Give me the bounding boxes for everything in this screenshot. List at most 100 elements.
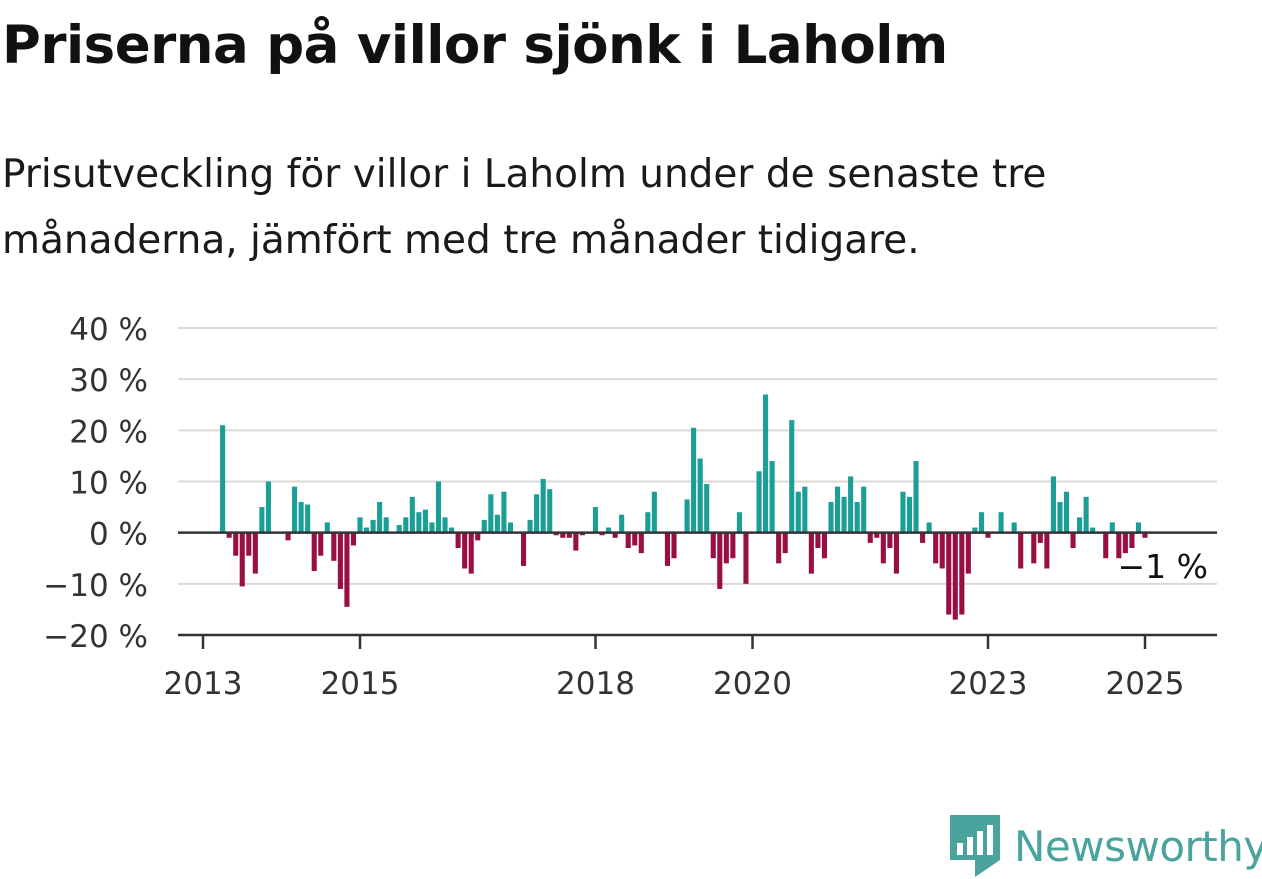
y-tick-label: 0 % [89, 517, 148, 553]
bar [998, 512, 1004, 533]
bar [959, 532, 965, 615]
y-tick-label: 30 % [69, 363, 148, 399]
bar [717, 532, 723, 589]
bar [488, 494, 494, 533]
x-tick-label: 2023 [949, 666, 1028, 702]
bar [1090, 527, 1096, 533]
bar [383, 517, 389, 533]
x-tick-label: 2015 [321, 666, 400, 702]
chart-title: Priserna på villor sjönk i Laholm [2, 15, 948, 76]
bar [1077, 517, 1083, 533]
bar [769, 461, 775, 533]
bar [632, 532, 638, 546]
bar [292, 486, 298, 533]
bar [736, 512, 742, 533]
bar [867, 532, 873, 543]
bar [1122, 532, 1128, 554]
bar [422, 509, 428, 533]
bar [619, 514, 625, 533]
bar [226, 532, 232, 538]
bar [651, 491, 657, 533]
bar [560, 532, 566, 538]
gridlines [178, 327, 1217, 585]
bar [645, 512, 651, 533]
bar [671, 532, 677, 559]
bar [547, 489, 553, 533]
bar [606, 527, 612, 533]
brand-name: Newsworthy [1014, 821, 1262, 871]
bar [305, 504, 311, 533]
brand-logo: Newsworthy [950, 815, 1262, 877]
bar [756, 471, 762, 533]
bar [344, 532, 350, 607]
bar [252, 532, 258, 574]
bar [501, 491, 507, 533]
bar [972, 527, 978, 533]
last-value-label: −1 % [1118, 547, 1209, 586]
y-tick-label: −10 % [43, 568, 148, 604]
bar [638, 532, 644, 554]
bar [449, 527, 455, 533]
bar [265, 481, 271, 533]
x-tick-label: 2020 [713, 666, 792, 702]
newsworthy-logo-icon [950, 815, 1000, 877]
bar [1129, 532, 1135, 549]
bar [920, 532, 926, 543]
bar [599, 532, 605, 536]
bar [527, 519, 533, 533]
bar [978, 512, 985, 533]
bar [540, 478, 546, 533]
bar-chart: 40 % 30 % 20 % 10 % 0 % −10 % −20 % 2013 2015 20… [43, 312, 1217, 702]
y-tick-label: −20 % [43, 619, 148, 655]
bar [893, 532, 899, 574]
x-tick-label: 2013 [164, 666, 243, 702]
bar [455, 532, 461, 549]
bar [1031, 532, 1037, 564]
bar [900, 491, 906, 533]
bar [357, 517, 363, 533]
bar [475, 532, 481, 541]
bar [625, 532, 631, 549]
bar [233, 532, 239, 556]
bar [710, 532, 716, 559]
bar [494, 514, 500, 533]
bar [874, 532, 880, 538]
bar [396, 524, 402, 533]
bar [821, 532, 828, 559]
bar [409, 496, 415, 533]
y-tick-label: 20 % [69, 414, 148, 450]
bar [462, 532, 468, 569]
bar [612, 532, 618, 538]
bar [311, 532, 317, 572]
bar [442, 517, 448, 533]
bar [337, 532, 343, 589]
bar [468, 532, 474, 574]
bar [481, 519, 487, 533]
bar [1083, 496, 1089, 533]
bar [318, 532, 324, 556]
bar [684, 499, 690, 533]
bar [965, 532, 971, 574]
bar [259, 507, 265, 533]
bar [1135, 522, 1142, 533]
x-axis-ticks: 2013 2015 2018 2020 2023 2025 [164, 635, 1184, 702]
bar [723, 532, 729, 564]
bar [1109, 522, 1115, 533]
y-tick-label: 40 % [69, 312, 148, 348]
bar [377, 501, 383, 533]
bar [324, 522, 330, 533]
bar [933, 532, 939, 564]
bar [913, 461, 919, 533]
bar [429, 522, 435, 533]
bar [298, 501, 304, 533]
bar [906, 496, 913, 533]
bar [350, 532, 357, 546]
bar [985, 532, 991, 538]
bar [802, 486, 808, 533]
bars [220, 394, 1148, 620]
bar [782, 532, 788, 554]
bar [1116, 532, 1122, 559]
bar [573, 532, 579, 551]
y-tick-label: 10 % [69, 466, 148, 502]
bar [1057, 501, 1063, 533]
